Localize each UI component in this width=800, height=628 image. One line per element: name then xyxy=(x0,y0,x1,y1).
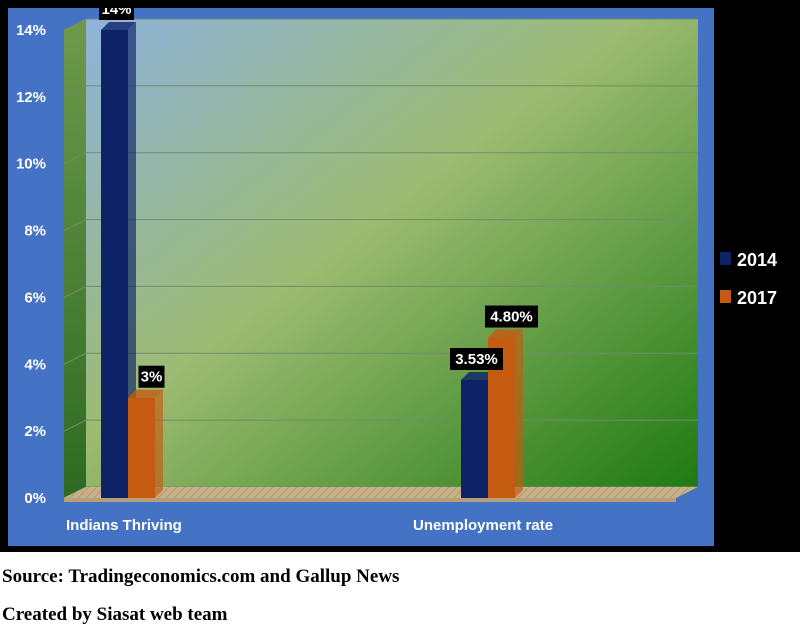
y-tick-label: 6% xyxy=(24,289,46,306)
bar-side xyxy=(155,389,163,498)
y-tick-label: 10% xyxy=(16,156,46,173)
gridline xyxy=(63,85,698,98)
bar-chart: 0% 2% 4% 6% 8% 10% 12% 14% Indians Thriving Unemp… xyxy=(16,8,698,534)
gridline xyxy=(63,152,698,165)
data-label-box xyxy=(450,347,503,370)
legend-swatch xyxy=(720,290,731,303)
data-label-box xyxy=(138,365,165,388)
y-tick-label: 8% xyxy=(24,223,46,240)
bar xyxy=(101,30,128,498)
legend: 2014 2017 xyxy=(720,250,777,308)
gridline xyxy=(63,285,698,298)
floor-edge xyxy=(64,498,676,502)
data-label-box xyxy=(485,305,538,328)
source-caption: Source: Tradingeconomics.com and Gallup … xyxy=(2,566,400,587)
y-tick-label: 12% xyxy=(16,89,46,106)
chart-frame: 0% 2% 4% 6% 8% 10% 12% 14% Indians Thriving Unemp… xyxy=(0,0,800,552)
bar xyxy=(128,397,155,498)
gridline xyxy=(63,18,698,31)
bar-top xyxy=(488,329,523,338)
credit-caption: Created by Siasat web team xyxy=(2,604,228,625)
bar-side xyxy=(515,329,523,498)
data-label: 3% xyxy=(141,369,163,386)
legend-label: 2014 xyxy=(737,250,777,270)
data-label-box xyxy=(99,8,134,20)
x-category-label: Indians Thriving xyxy=(66,517,182,534)
bar-side xyxy=(128,22,136,498)
legend-label: 2017 xyxy=(737,288,777,308)
y-tick-label: 0% xyxy=(24,490,46,507)
plot-back-wall xyxy=(86,19,698,487)
x-category-label: Unemployment rate xyxy=(413,517,553,534)
y-tick-label: 14% xyxy=(16,22,46,39)
data-label: 4.80% xyxy=(490,309,533,326)
plot-side-wall xyxy=(64,19,86,498)
bar-top xyxy=(461,371,496,380)
y-tick-label: 4% xyxy=(24,356,46,373)
data-label: 3.53% xyxy=(455,351,498,368)
legend-swatch xyxy=(720,252,731,265)
bar xyxy=(461,379,488,498)
plot-floor xyxy=(64,487,698,498)
bar-top xyxy=(128,389,163,398)
gridline xyxy=(63,219,698,232)
chart-panel: 0% 2% 4% 6% 8% 10% 12% 14% Indians Thriving Unemp… xyxy=(8,8,714,546)
y-tick-label: 2% xyxy=(24,423,46,440)
data-label: 14% xyxy=(101,8,131,18)
bar-top xyxy=(101,22,136,30)
